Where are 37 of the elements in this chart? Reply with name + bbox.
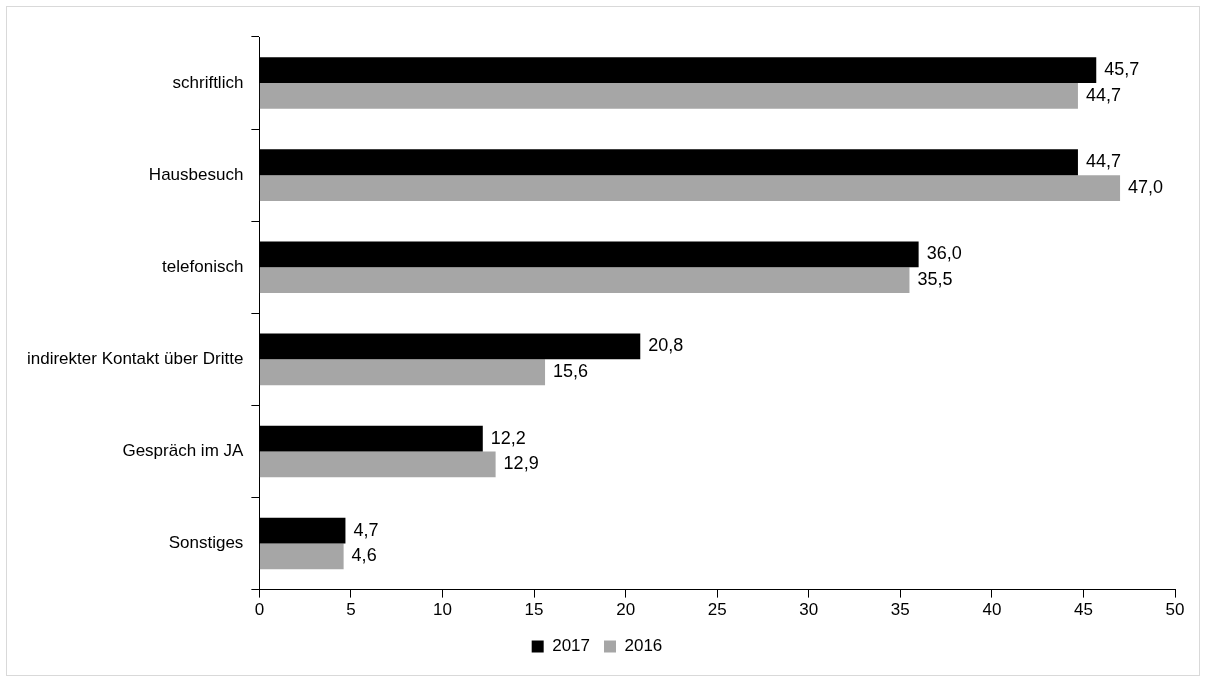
bar <box>259 451 496 478</box>
bar <box>259 267 910 294</box>
data-label: 4,6 <box>351 545 377 566</box>
y-tick-label: Gespräch im JA <box>122 441 245 461</box>
x-tick-label: 30 <box>799 600 819 620</box>
data-label: 47,0 <box>1128 177 1164 198</box>
bar <box>259 83 1078 109</box>
bar <box>259 543 344 570</box>
data-label: 12,9 <box>503 453 539 474</box>
data-label: 12,2 <box>490 427 526 448</box>
y-tick-label: indirekter Kontakt über Dritte <box>26 349 244 369</box>
x-tick-label: 50 <box>1165 600 1185 620</box>
legend-label: 2016 <box>624 636 663 656</box>
x-tick-label: 40 <box>982 600 1002 620</box>
x-tick-label: 45 <box>1073 600 1093 620</box>
data-label: 45,7 <box>1104 59 1140 80</box>
y-tick-label: schriftlich <box>172 72 244 92</box>
data-label: 20,8 <box>648 335 684 356</box>
data-label: 4,7 <box>353 519 379 540</box>
data-label: 44,7 <box>1085 84 1121 105</box>
data-label: 36,0 <box>926 243 962 264</box>
y-tick-label: Hausbesuch <box>148 164 244 184</box>
x-tick-label: 5 <box>346 600 356 620</box>
bar <box>259 359 546 386</box>
x-tick-label: 10 <box>433 600 452 620</box>
bar <box>259 175 1121 201</box>
data-label: 35,5 <box>917 269 953 290</box>
y-tick-label: Sonstiges <box>168 533 244 553</box>
data-label: 44,7 <box>1085 151 1121 172</box>
y-tick-label: telefonisch <box>162 256 244 276</box>
x-tick-label: 0 <box>254 600 265 620</box>
x-tick-label: 25 <box>707 600 727 620</box>
x-tick-label: 15 <box>524 600 544 620</box>
legend-label: 2017 <box>552 636 591 656</box>
x-tick-label: 35 <box>890 600 910 620</box>
x-tick-label: 20 <box>616 600 636 620</box>
data-label: 15,6 <box>553 361 589 382</box>
